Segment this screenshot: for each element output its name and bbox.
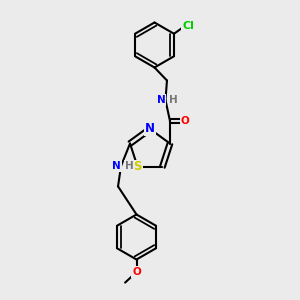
Text: H: H	[125, 161, 134, 171]
Text: N: N	[157, 95, 165, 105]
Text: O: O	[181, 116, 189, 126]
Text: O: O	[132, 267, 141, 277]
Text: H: H	[169, 95, 177, 105]
Text: S: S	[134, 160, 142, 173]
Text: N: N	[112, 161, 121, 171]
Text: Cl: Cl	[182, 21, 194, 31]
Text: N: N	[145, 122, 155, 136]
